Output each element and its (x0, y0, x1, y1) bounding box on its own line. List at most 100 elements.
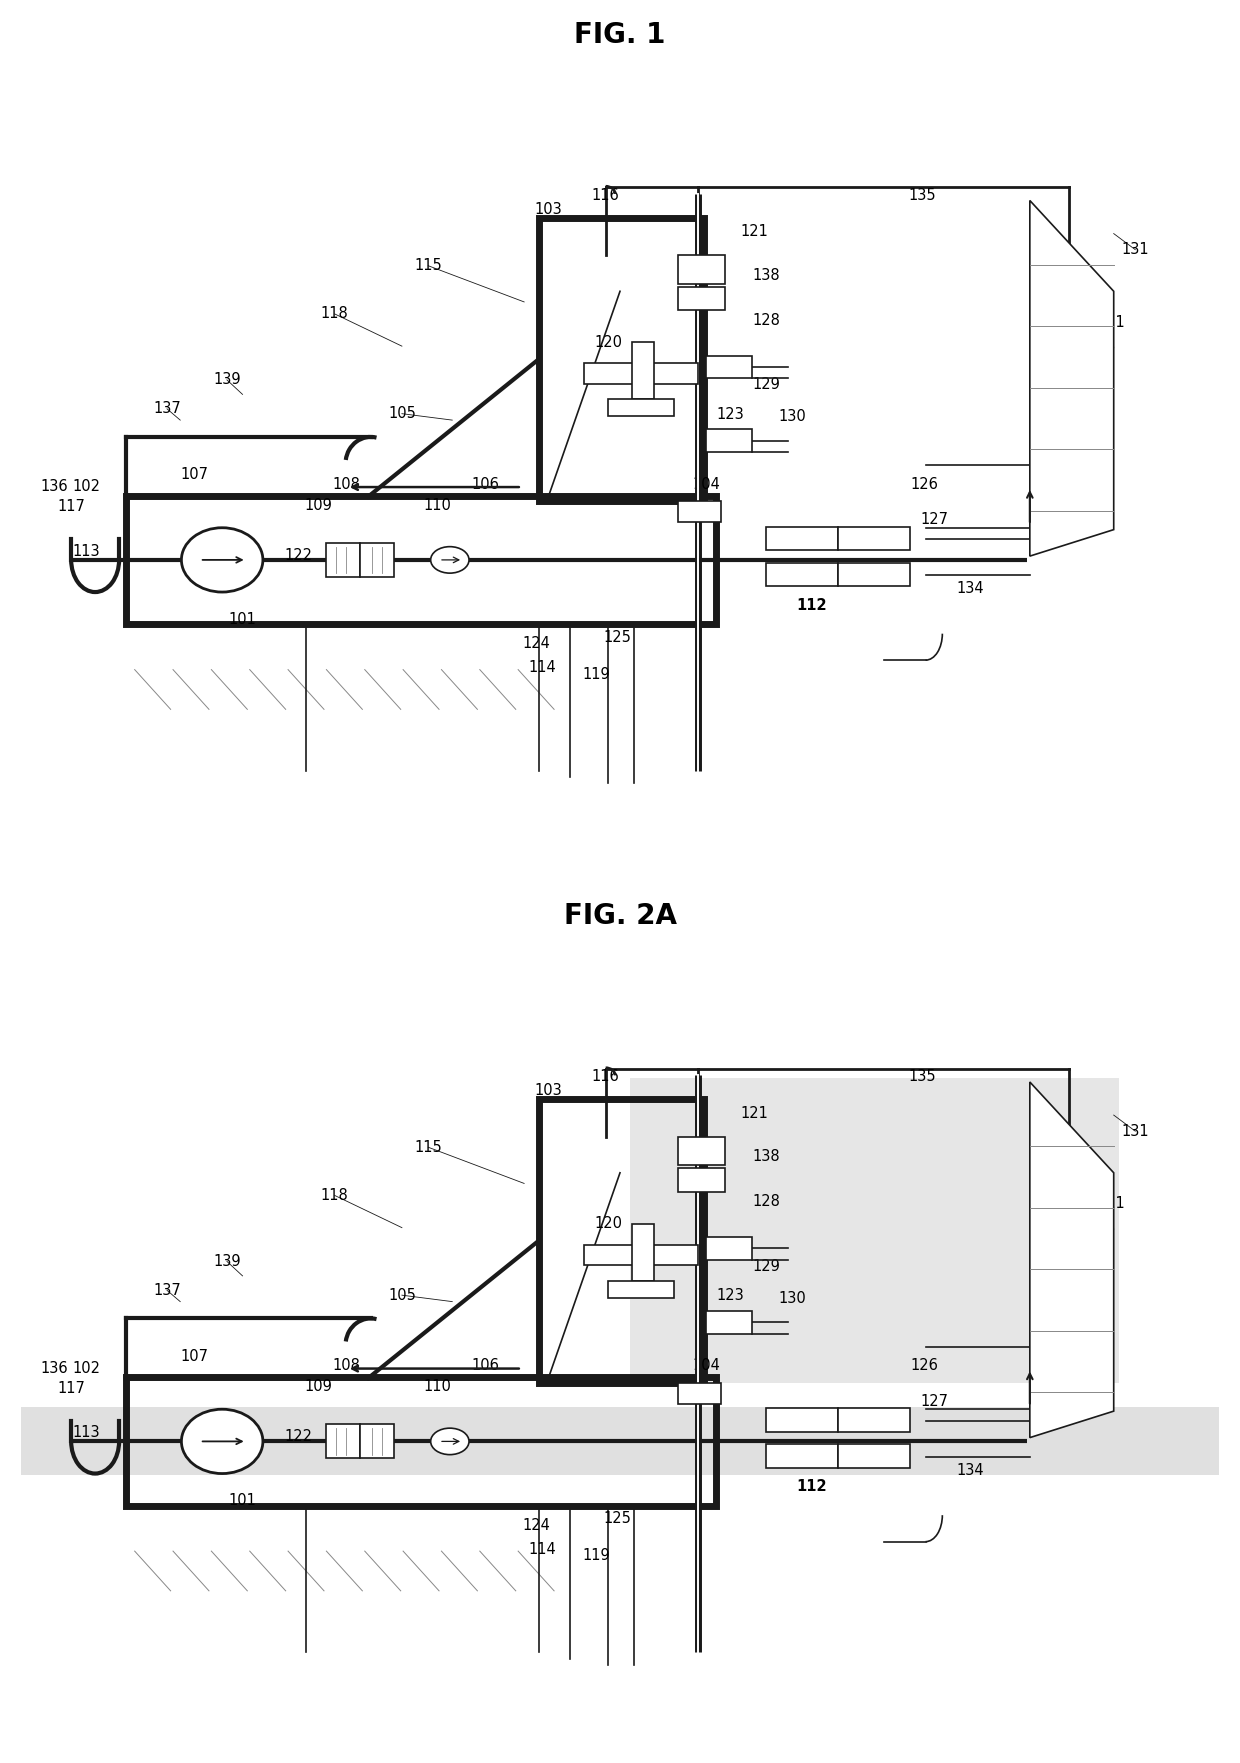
Text: 114: 114 (528, 1541, 556, 1557)
Text: 105: 105 (388, 1287, 415, 1303)
Text: 135: 135 (908, 187, 936, 203)
Text: 115: 115 (414, 1139, 443, 1155)
Text: 120: 120 (594, 1216, 622, 1231)
Text: 135: 135 (908, 1068, 936, 1084)
Ellipse shape (430, 1428, 469, 1454)
Text: 129: 129 (753, 377, 780, 391)
Bar (326, 543, 360, 577)
Text: 118: 118 (321, 1188, 348, 1202)
Text: 107: 107 (181, 1349, 208, 1365)
Text: 133: 133 (1040, 437, 1068, 451)
Text: 131: 131 (1121, 242, 1149, 257)
Text: 128: 128 (753, 312, 780, 328)
Bar (608, 398, 673, 416)
Text: 103: 103 (534, 1084, 562, 1098)
Text: 130: 130 (779, 409, 806, 425)
Bar (126, 1377, 715, 1506)
Text: 116: 116 (591, 187, 620, 203)
Title: FIG. 2A: FIG. 2A (563, 903, 677, 931)
Text: 136: 136 (41, 1361, 68, 1375)
Title: FIG. 1: FIG. 1 (574, 21, 666, 49)
Circle shape (181, 527, 263, 592)
Bar (766, 1409, 838, 1432)
Text: 124: 124 (522, 1518, 551, 1532)
Text: 104: 104 (692, 478, 720, 492)
Text: 136: 136 (41, 480, 68, 494)
Text: 110: 110 (424, 1379, 451, 1395)
Bar (677, 1169, 725, 1192)
Bar (766, 562, 838, 587)
Text: 114: 114 (528, 659, 556, 675)
Bar (707, 356, 751, 379)
Text: 137: 137 (154, 1283, 181, 1298)
Text: 124: 124 (522, 636, 551, 651)
Bar (766, 1444, 838, 1469)
Bar (584, 363, 698, 384)
Text: 125: 125 (604, 1511, 631, 1527)
Text: 132: 132 (1040, 377, 1068, 391)
Text: 121: 121 (740, 1105, 768, 1121)
Text: 128: 128 (753, 1194, 780, 1209)
Text: 113: 113 (73, 543, 100, 559)
Text: 115: 115 (414, 257, 443, 273)
Text: 105: 105 (388, 405, 415, 421)
Bar (766, 527, 838, 550)
Text: 134: 134 (956, 582, 983, 596)
Text: 123: 123 (717, 1289, 744, 1303)
Bar (677, 287, 725, 310)
Text: 139: 139 (213, 372, 241, 388)
Text: 139: 139 (213, 1253, 241, 1269)
Bar (707, 1312, 751, 1333)
Text: 109: 109 (304, 1379, 332, 1395)
Text: 102: 102 (73, 1361, 100, 1375)
Bar (677, 256, 725, 284)
Text: 119: 119 (582, 666, 610, 682)
Bar (707, 430, 751, 451)
Text: 117: 117 (57, 499, 86, 515)
Text: 101: 101 (228, 1493, 257, 1509)
Bar (632, 342, 653, 398)
Circle shape (181, 1409, 263, 1474)
Bar (584, 1245, 698, 1266)
Text: 122: 122 (285, 1430, 312, 1444)
Text: 123: 123 (717, 407, 744, 421)
Text: 126: 126 (910, 478, 939, 492)
Text: 103: 103 (534, 203, 562, 217)
Text: 117: 117 (57, 1380, 86, 1396)
Bar (126, 495, 715, 624)
Text: 126: 126 (910, 1359, 939, 1373)
Text: 122: 122 (285, 548, 312, 562)
Text: 104: 104 (692, 1359, 720, 1373)
Bar (630, 1079, 1118, 1382)
Bar (677, 1137, 725, 1165)
Bar (360, 1425, 393, 1458)
Text: 121: 121 (740, 224, 768, 240)
Text: 127: 127 (920, 1395, 947, 1409)
Text: 111: 111 (1097, 1195, 1125, 1211)
Text: 133: 133 (1040, 1319, 1068, 1333)
Polygon shape (1030, 1082, 1114, 1437)
Text: 138: 138 (753, 1149, 780, 1164)
Bar (608, 1280, 673, 1298)
Bar (632, 1224, 653, 1280)
Text: 110: 110 (424, 497, 451, 513)
Bar (360, 543, 393, 577)
Text: 120: 120 (594, 335, 622, 349)
Bar (677, 1382, 720, 1403)
Bar (707, 1238, 751, 1261)
Text: 109: 109 (304, 497, 332, 513)
Bar (838, 1444, 910, 1469)
Text: 101: 101 (228, 612, 257, 628)
Bar (838, 527, 910, 550)
Bar (838, 562, 910, 587)
Text: 116: 116 (591, 1068, 620, 1084)
Text: 111: 111 (1097, 314, 1125, 330)
Text: 108: 108 (332, 1359, 361, 1373)
Bar (677, 501, 720, 522)
Text: 127: 127 (920, 513, 947, 527)
Text: 112: 112 (796, 1479, 827, 1493)
Bar (538, 217, 704, 501)
Text: 137: 137 (154, 402, 181, 416)
Text: 106: 106 (472, 478, 500, 492)
Text: 112: 112 (796, 598, 827, 612)
